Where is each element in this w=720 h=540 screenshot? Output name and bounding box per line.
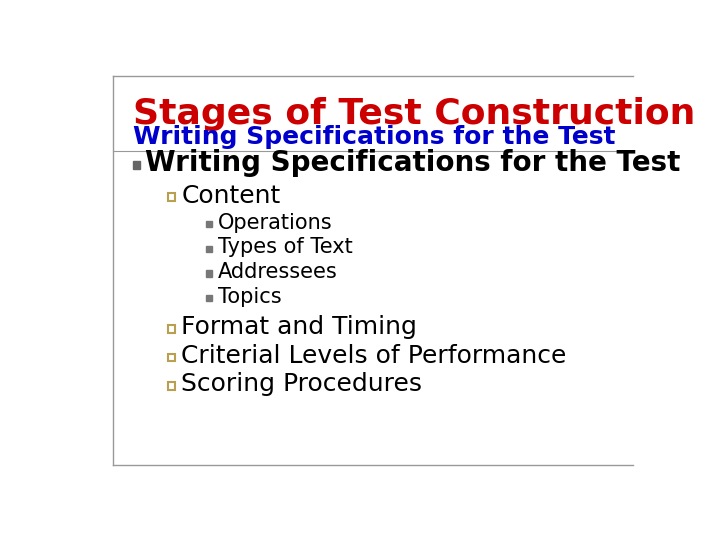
Text: Scoring Procedures: Scoring Procedures — [181, 373, 423, 396]
Bar — [132, 161, 140, 168]
Text: Format and Timing: Format and Timing — [181, 315, 418, 339]
Text: Operations: Operations — [218, 213, 333, 233]
Text: Criterial Levels of Performance: Criterial Levels of Performance — [181, 344, 567, 368]
Text: Writing Specifications for the Test: Writing Specifications for the Test — [132, 125, 615, 149]
Text: Topics: Topics — [218, 287, 282, 307]
Bar — [168, 193, 175, 201]
Bar — [206, 221, 212, 227]
Text: Writing Specifications for the Test: Writing Specifications for the Test — [145, 150, 680, 177]
Bar — [206, 246, 212, 252]
Bar — [206, 271, 212, 276]
Text: Stages of Test Construction: Stages of Test Construction — [132, 97, 695, 131]
Text: Addressees: Addressees — [218, 262, 338, 282]
Bar — [168, 325, 175, 333]
Bar — [206, 295, 212, 301]
Bar — [168, 382, 175, 390]
Bar — [168, 354, 175, 361]
Text: Types of Text: Types of Text — [218, 237, 353, 257]
Text: Content: Content — [181, 184, 281, 208]
